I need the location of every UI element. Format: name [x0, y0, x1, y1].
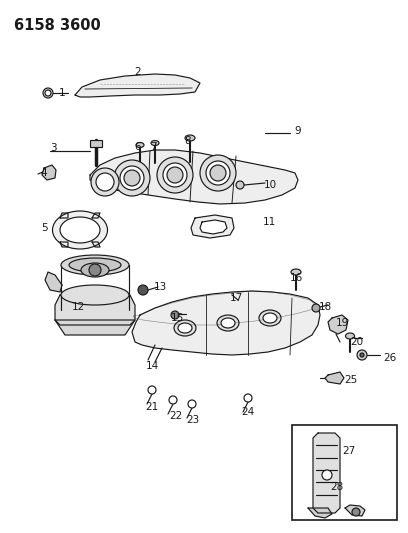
Polygon shape — [325, 372, 344, 384]
Text: 5: 5 — [41, 223, 47, 233]
Circle shape — [138, 285, 148, 295]
Text: 18: 18 — [318, 302, 332, 312]
Circle shape — [120, 166, 144, 190]
Ellipse shape — [174, 320, 196, 336]
Text: 25: 25 — [344, 375, 358, 385]
Circle shape — [45, 90, 51, 96]
Circle shape — [357, 350, 367, 360]
Circle shape — [244, 394, 252, 402]
Circle shape — [163, 163, 187, 187]
Text: 22: 22 — [169, 411, 183, 421]
Polygon shape — [328, 315, 348, 334]
Ellipse shape — [178, 323, 192, 333]
Ellipse shape — [81, 263, 109, 277]
Ellipse shape — [221, 318, 235, 328]
Circle shape — [167, 167, 183, 183]
Ellipse shape — [151, 141, 159, 146]
Polygon shape — [45, 272, 62, 292]
Polygon shape — [308, 508, 332, 518]
Ellipse shape — [259, 310, 281, 326]
FancyBboxPatch shape — [90, 140, 102, 147]
Text: 10: 10 — [264, 180, 277, 190]
Text: 13: 13 — [153, 282, 166, 292]
Circle shape — [96, 173, 114, 191]
Polygon shape — [191, 215, 234, 238]
Text: 27: 27 — [342, 446, 356, 456]
Circle shape — [322, 470, 332, 480]
Text: 17: 17 — [229, 293, 243, 303]
Text: 7: 7 — [150, 142, 156, 152]
Circle shape — [188, 400, 196, 408]
Circle shape — [157, 157, 193, 193]
Polygon shape — [55, 295, 135, 325]
Text: 4: 4 — [41, 168, 47, 178]
Ellipse shape — [61, 285, 129, 305]
Circle shape — [210, 165, 226, 181]
Circle shape — [91, 168, 119, 196]
FancyBboxPatch shape — [292, 425, 397, 520]
Ellipse shape — [346, 333, 355, 339]
Polygon shape — [200, 220, 227, 234]
Text: 20: 20 — [350, 337, 364, 347]
Polygon shape — [42, 165, 56, 180]
Text: 28: 28 — [330, 482, 344, 492]
Ellipse shape — [185, 135, 195, 141]
Text: 11: 11 — [262, 217, 276, 227]
Polygon shape — [313, 433, 340, 513]
Polygon shape — [90, 150, 298, 204]
Circle shape — [360, 353, 364, 357]
Ellipse shape — [263, 313, 277, 323]
Ellipse shape — [217, 315, 239, 331]
Text: 9: 9 — [295, 126, 302, 136]
Circle shape — [124, 170, 140, 186]
Polygon shape — [60, 213, 68, 218]
Polygon shape — [75, 74, 200, 97]
Text: 26: 26 — [384, 353, 397, 363]
Polygon shape — [60, 242, 68, 247]
Text: 6: 6 — [135, 142, 141, 152]
Text: 15: 15 — [171, 313, 184, 323]
Circle shape — [312, 304, 320, 312]
Ellipse shape — [53, 211, 107, 249]
Ellipse shape — [136, 142, 144, 148]
Circle shape — [43, 88, 53, 98]
Text: 19: 19 — [335, 318, 348, 328]
Circle shape — [148, 386, 156, 394]
Polygon shape — [92, 213, 100, 218]
Text: 6158 3600: 6158 3600 — [14, 18, 101, 33]
Ellipse shape — [291, 269, 301, 275]
Text: 23: 23 — [186, 415, 200, 425]
Text: 24: 24 — [242, 407, 255, 417]
Polygon shape — [132, 291, 320, 355]
Circle shape — [236, 181, 244, 189]
Text: 21: 21 — [145, 402, 159, 412]
Text: 2: 2 — [135, 67, 141, 77]
Circle shape — [352, 508, 360, 516]
Text: 3: 3 — [50, 143, 56, 153]
Ellipse shape — [60, 217, 100, 243]
Circle shape — [169, 396, 177, 404]
Polygon shape — [55, 320, 135, 335]
Polygon shape — [345, 505, 365, 516]
Circle shape — [171, 311, 179, 319]
Text: 1: 1 — [59, 88, 65, 98]
Circle shape — [114, 160, 150, 196]
Ellipse shape — [69, 258, 121, 272]
Text: 14: 14 — [145, 361, 159, 371]
Text: 8: 8 — [185, 136, 191, 146]
Polygon shape — [92, 242, 100, 247]
Circle shape — [206, 161, 230, 185]
Ellipse shape — [61, 255, 129, 275]
Circle shape — [200, 155, 236, 191]
Circle shape — [89, 264, 101, 276]
Text: 16: 16 — [289, 273, 303, 283]
Text: 12: 12 — [71, 302, 84, 312]
